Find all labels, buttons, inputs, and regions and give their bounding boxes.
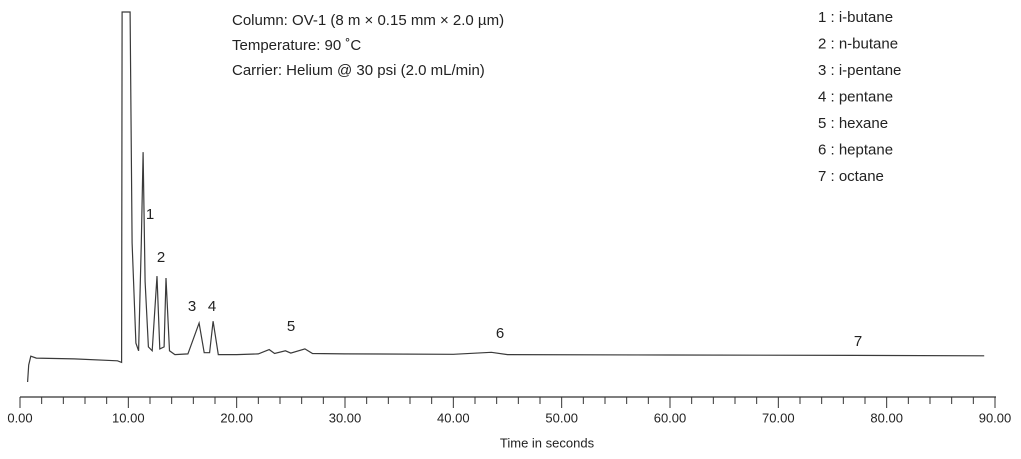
x-tick-label: 40.00 <box>437 410 470 425</box>
peak-label: 3 <box>188 298 196 315</box>
x-tick-label: 10.00 <box>112 410 145 425</box>
x-tick-label: 80.00 <box>870 410 903 425</box>
chromatogram-trace <box>27 11 985 383</box>
legend-item: 2 : n-butane <box>818 35 898 52</box>
peak-label: 6 <box>496 325 504 342</box>
peak-label: 2 <box>157 249 165 266</box>
legend-item: 7 : octane <box>818 168 884 185</box>
peak-label: 4 <box>208 298 216 315</box>
condition-text: Column: OV-1 (8 m × 0.15 mm × 2.0 µm) <box>232 12 504 29</box>
condition-text: Carrier: Helium @ 30 psi (2.0 mL/min) <box>232 62 485 79</box>
peak-label: 7 <box>854 333 862 350</box>
peak-label: 5 <box>287 318 295 335</box>
legend-item: 1 : i-butane <box>818 9 893 26</box>
legend-item: 5 : hexane <box>818 115 888 132</box>
x-axis-label: Time in seconds <box>500 435 595 450</box>
legend-item: 3 : i-pentane <box>818 62 901 79</box>
x-tick-label: 20.00 <box>220 410 253 425</box>
x-tick-label: 0.00 <box>7 410 32 425</box>
x-tick-label: 50.00 <box>545 410 578 425</box>
x-tick-label: 30.00 <box>329 410 362 425</box>
peak-label: 1 <box>146 206 154 223</box>
x-tick-label: 90.00 <box>979 410 1012 425</box>
condition-text: Temperature: 90 ˚C <box>232 37 361 54</box>
legend-item: 6 : heptane <box>818 141 893 158</box>
x-tick-label: 60.00 <box>654 410 687 425</box>
x-tick-label: 70.00 <box>762 410 795 425</box>
legend-item: 4 : pentane <box>818 88 893 105</box>
